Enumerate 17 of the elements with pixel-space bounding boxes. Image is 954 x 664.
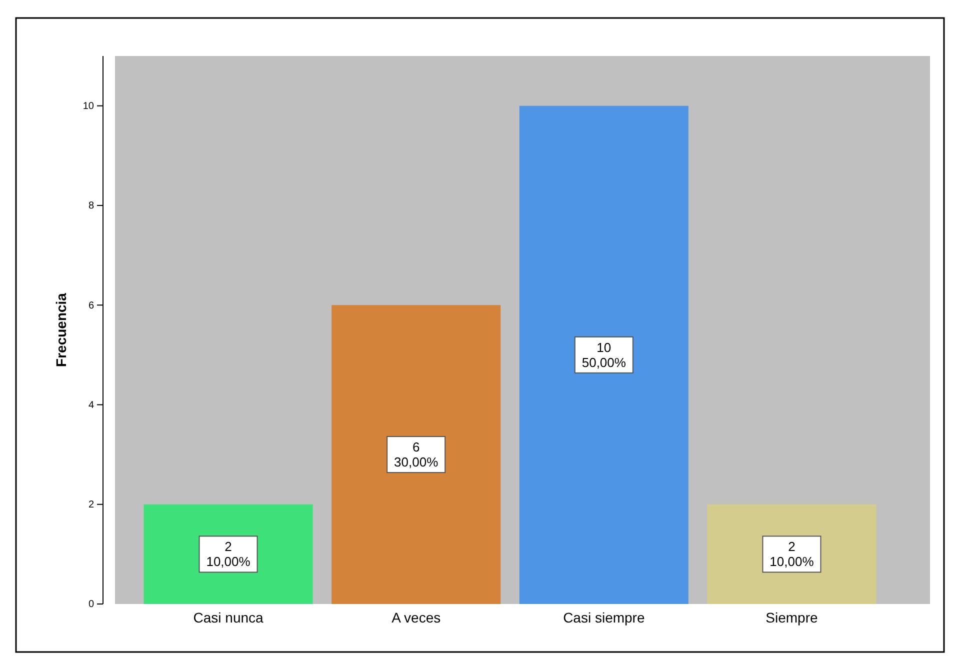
data-label: 2 10,00% — [206, 539, 251, 570]
y-axis-title: Frecuencia — [53, 292, 69, 367]
y-tick-label: 2 — [88, 500, 94, 511]
y-tick-label: 4 — [88, 400, 94, 411]
x-tick-label: Siempre — [766, 609, 818, 626]
y-tick-label: 10 — [82, 101, 94, 112]
y-tick-label: 6 — [88, 300, 94, 312]
x-tick-label: Casi nunca — [193, 609, 264, 626]
x-tick-label: A veces — [392, 609, 441, 626]
data-label: 2 10,00% — [770, 539, 814, 570]
data-label: 6 30,00% — [394, 440, 439, 470]
bar — [519, 106, 688, 604]
y-tick-label: 0 — [88, 599, 94, 610]
y-tick-label: 8 — [88, 200, 94, 212]
data-label: 10 50,00% — [582, 340, 626, 370]
x-tick-label: Casi siempre — [563, 609, 645, 626]
bar — [332, 305, 501, 604]
